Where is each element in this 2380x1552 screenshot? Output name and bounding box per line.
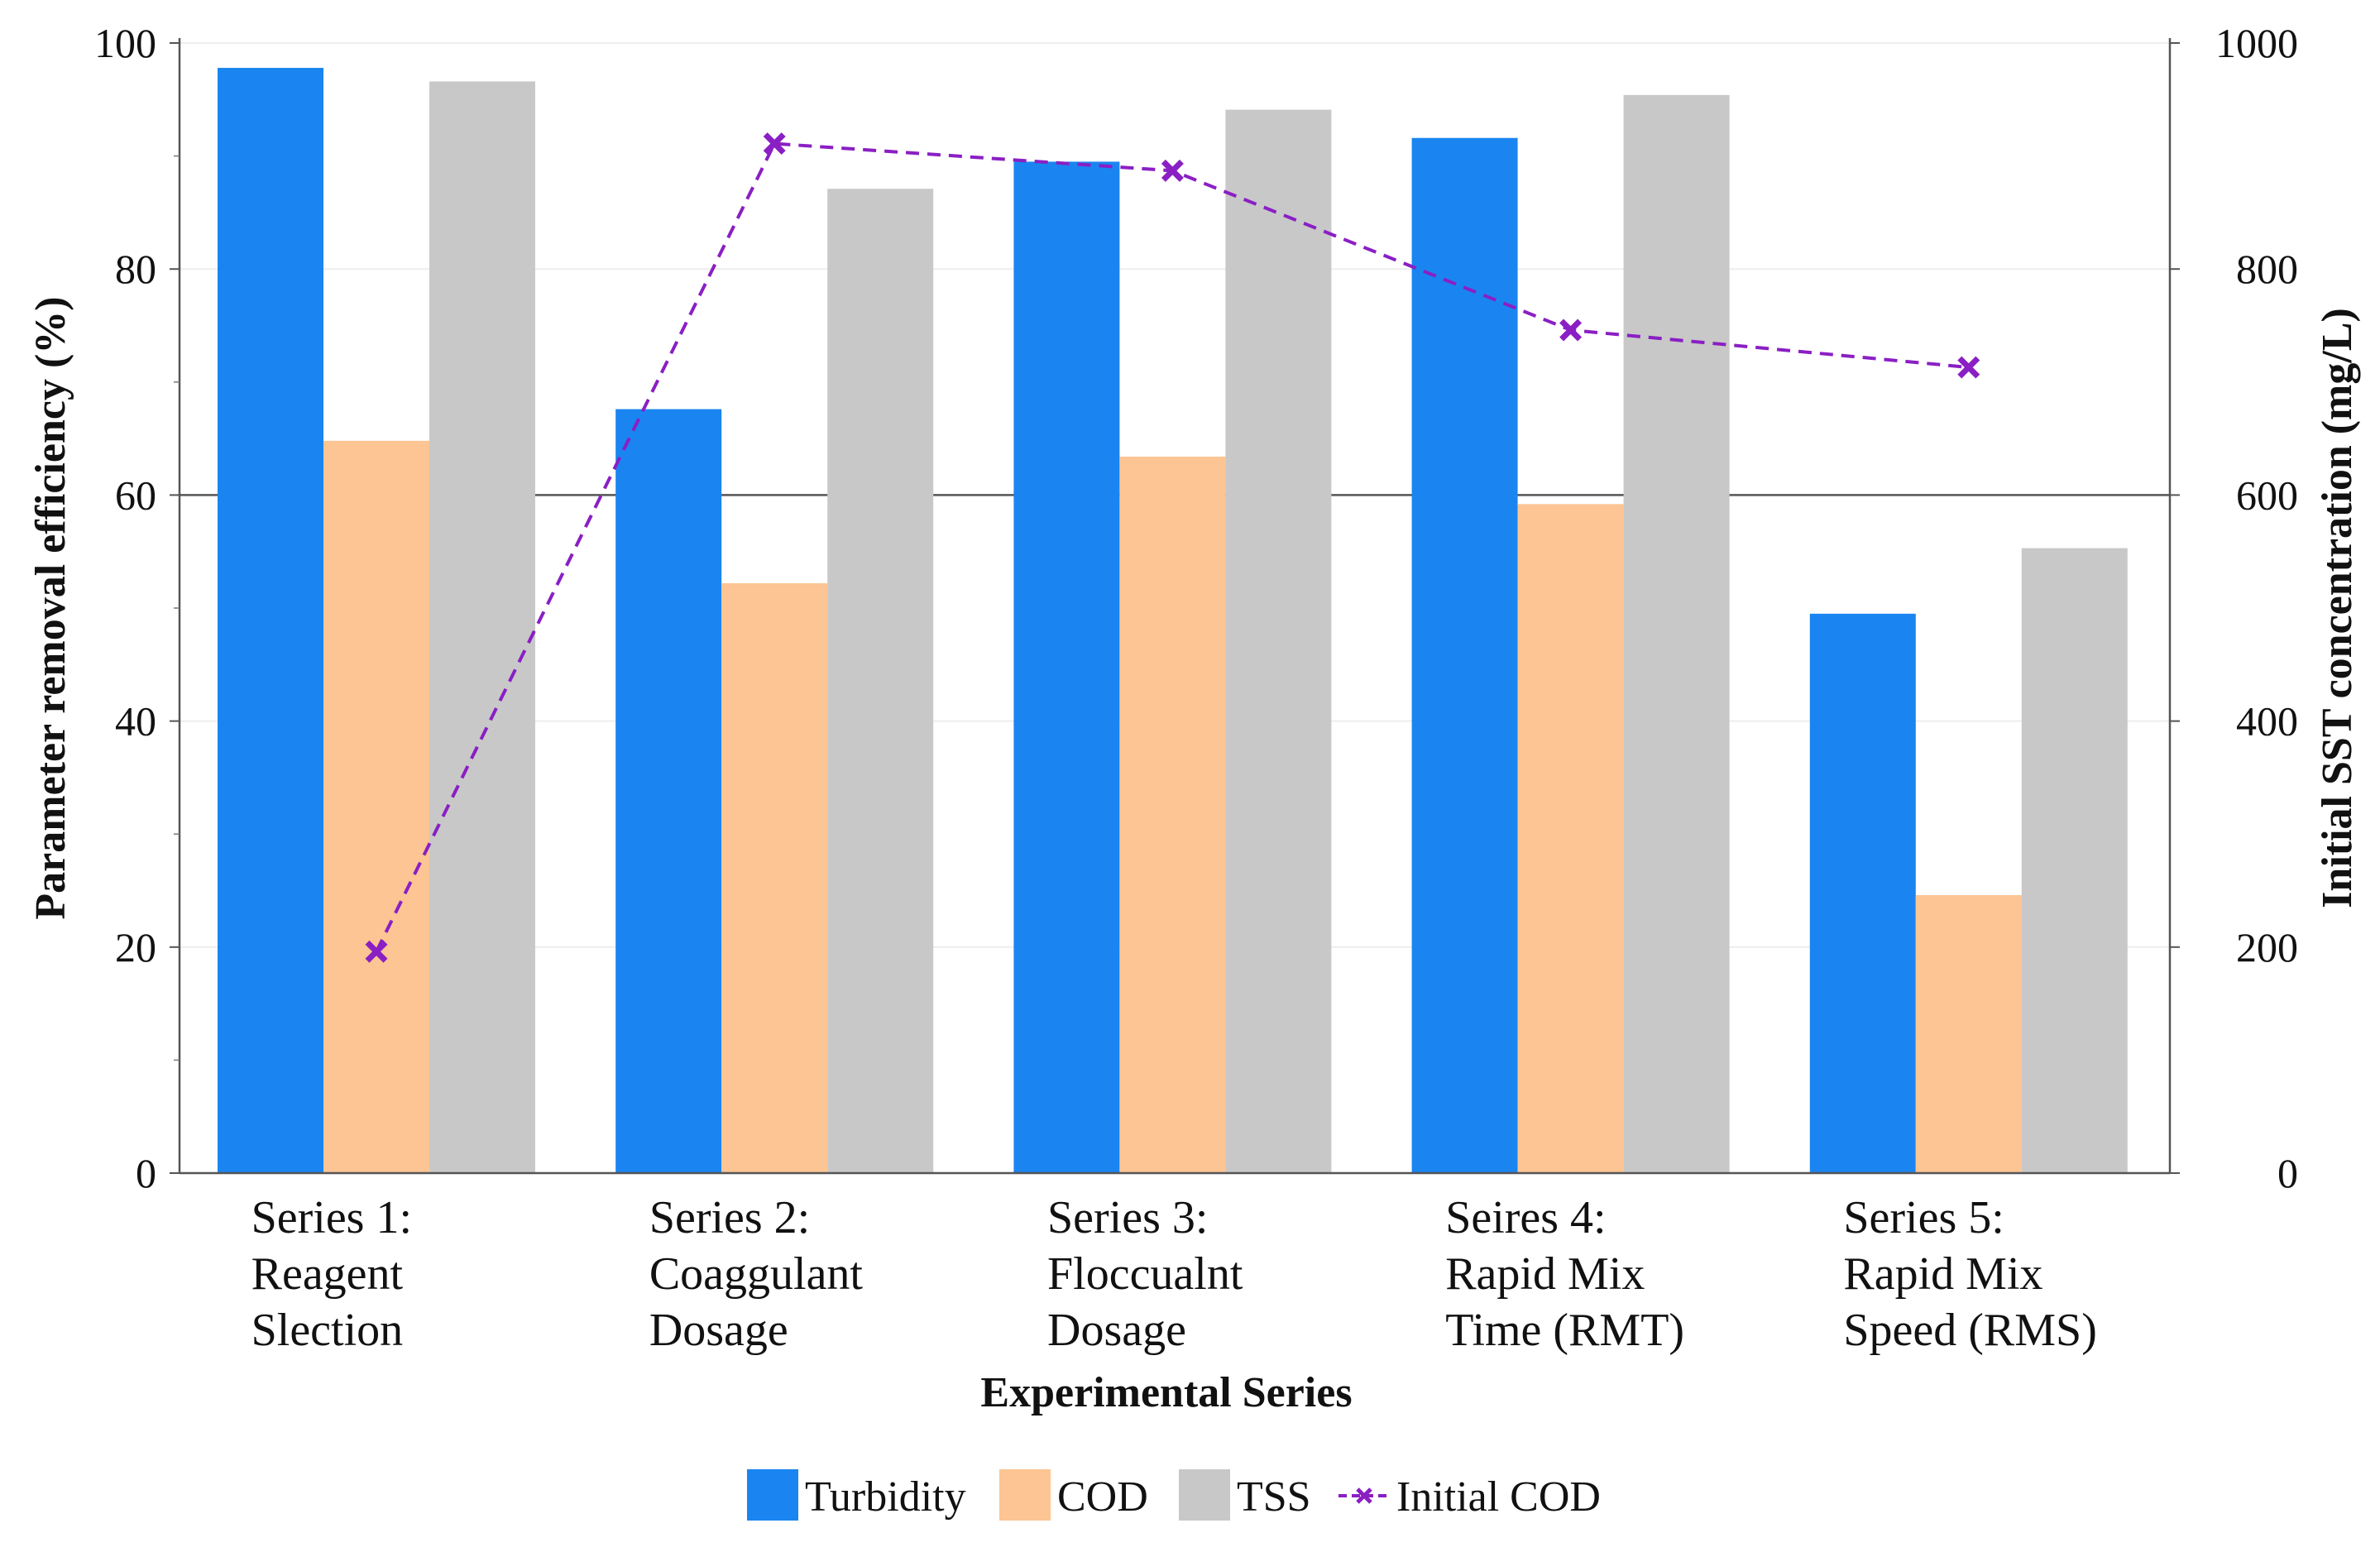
line-marker [1161, 159, 1184, 182]
y-tick-label: 100 [94, 20, 156, 66]
legend-label: TSS [1237, 1473, 1311, 1521]
x-axis-title: Experimental Series [980, 1369, 1352, 1416]
category-label: Dosage [649, 1305, 788, 1356]
marker-stroke [1957, 356, 1980, 379]
marker-stroke [763, 132, 786, 156]
category-label: Reagent [251, 1248, 404, 1300]
y2-tick-label: 600 [2236, 472, 2298, 518]
bar-cod [1915, 894, 2022, 1173]
category-label: Series 5: [1843, 1192, 2004, 1243]
line-marker [763, 132, 786, 156]
bar-tss [429, 81, 535, 1174]
marker-stroke [1559, 319, 1583, 342]
y-tick-label: 80 [115, 246, 156, 292]
bar-turbidity [1809, 613, 1916, 1173]
category-label: Floccualnt [1047, 1248, 1243, 1300]
legend-swatch-cod [999, 1469, 1051, 1521]
axes [178, 38, 2172, 1175]
line-marker [1957, 356, 1980, 379]
y2-tick-label: 1000 [2215, 20, 2298, 66]
y-tick-label: 20 [115, 924, 156, 970]
bar-cod [1119, 456, 1226, 1173]
y2-tick-label: 200 [2236, 924, 2298, 970]
category-label: Rapid Mix [1843, 1248, 2042, 1300]
bar-cod [323, 440, 429, 1173]
category-label: Series 2: [649, 1192, 810, 1243]
line-marker [1559, 319, 1583, 342]
bar-turbidity [615, 409, 722, 1174]
y-tick-label: 0 [136, 1150, 156, 1196]
bar-cod [1517, 504, 1624, 1173]
category-label: Slection [251, 1305, 404, 1356]
legend-label: Initial COD [1396, 1473, 1601, 1521]
bar-group [218, 68, 2128, 1174]
y2-tick-label: 400 [2236, 698, 2298, 745]
right-axis-ticks: 0 200 400 600 800 1000 [2170, 20, 2298, 1196]
category-label: Dosage [1047, 1305, 1186, 1356]
category-label: Time (RMT) [1445, 1305, 1684, 1356]
category-label: Speed (RMS) [1843, 1305, 2096, 1356]
line-marker [365, 940, 388, 963]
legend-label: COD [1057, 1473, 1148, 1521]
bar-tss [827, 189, 934, 1174]
line-series [365, 132, 1980, 963]
bar-turbidity [218, 68, 323, 1173]
y2-tick-label: 0 [2277, 1150, 2298, 1196]
legend-label: Turbidity [805, 1473, 966, 1521]
bar-cod [721, 582, 828, 1173]
bar-turbidity [1411, 137, 1518, 1173]
legend-swatch-turbidity [747, 1469, 798, 1521]
legend: Turbidity COD TSS Initial COD [747, 1469, 1601, 1521]
y2-tick-label: 800 [2236, 246, 2298, 292]
marker-stroke [365, 940, 388, 963]
category-label: Coaggulant [649, 1248, 864, 1300]
category-label: Seires 4: [1445, 1192, 1606, 1243]
bar-tss [2021, 548, 2128, 1173]
left-axis-ticks: 0 20 40 60 80 100 [94, 20, 180, 1196]
y-tick-label: 40 [115, 698, 156, 745]
category-label: Series 1: [251, 1192, 412, 1243]
legend-swatch-tss [1179, 1469, 1230, 1521]
bar-tss [1225, 109, 1332, 1173]
legend-marker [1356, 1487, 1372, 1504]
bar-turbidity [1013, 161, 1120, 1174]
y-tick-label: 60 [115, 472, 156, 518]
y2-axis-title: Initial SST concentration (mg/L) [2314, 308, 2361, 908]
marker-stroke [1161, 159, 1184, 182]
category-label: Series 3: [1047, 1192, 1208, 1243]
category-label: Rapid Mix [1445, 1248, 1645, 1300]
y-axis-title: Parameter removal efficiency (%) [27, 296, 74, 919]
bar-tss [1623, 94, 1730, 1174]
